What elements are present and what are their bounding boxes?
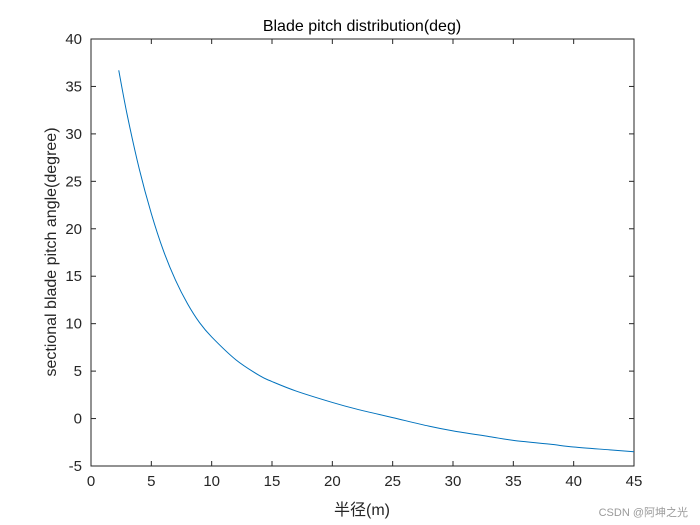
y-tick-label: 25 — [65, 173, 82, 190]
x-tick-label: 35 — [505, 473, 522, 490]
y-tick-label: 0 — [74, 411, 82, 428]
x-tick-label: 45 — [626, 473, 643, 490]
x-tick-label: 5 — [147, 473, 155, 490]
y-tick-label: 15 — [65, 268, 82, 285]
x-axis-label: 半径(m) — [334, 501, 390, 519]
y-axis-ticks: -5 0 5 10 15 20 25 30 35 40 — [65, 31, 634, 475]
y-tick-label: 10 — [65, 316, 82, 333]
x-tick-label: 40 — [565, 473, 582, 490]
series-line-1 — [118, 70, 635, 453]
x-tick-label: 30 — [445, 473, 462, 490]
y-tick-label: -5 — [69, 458, 82, 475]
y-axis-label: sectional blade pitch angle(degree) — [43, 127, 60, 376]
x-tick-label: 0 — [87, 473, 95, 490]
y-tick-label: 40 — [65, 31, 82, 48]
chart-title: Blade pitch distribution(deg) — [263, 18, 461, 35]
y-tick-label: 5 — [74, 363, 82, 380]
series-group — [118, 70, 635, 453]
x-axis-ticks: 0 5 10 15 20 25 30 35 40 45 — [87, 39, 643, 490]
y-tick-label: 30 — [65, 126, 82, 143]
x-tick-label: 10 — [203, 473, 220, 490]
x-tick-label: 15 — [264, 473, 281, 490]
plot-area — [90, 38, 635, 467]
y-tick-label: 35 — [65, 78, 82, 95]
x-tick-label: 25 — [384, 473, 401, 490]
x-tick-label: 20 — [324, 473, 341, 490]
y-tick-label: 20 — [65, 221, 82, 238]
watermark: CSDN @阿坤之光 — [599, 505, 688, 519]
